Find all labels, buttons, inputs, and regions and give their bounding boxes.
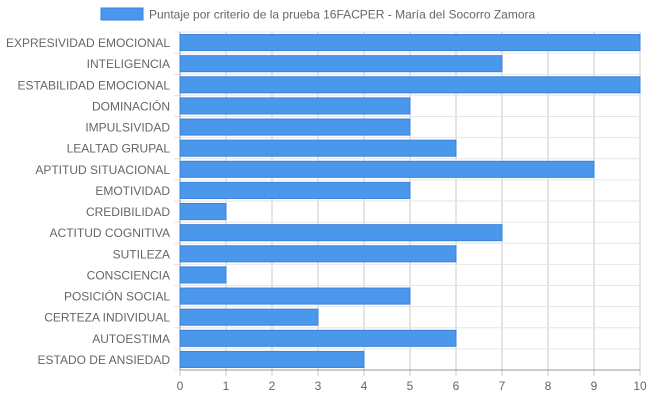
- x-tick-label: 5: [407, 379, 414, 393]
- x-tick-label: 3: [315, 379, 322, 393]
- legend-swatch[interactable]: [100, 7, 144, 21]
- x-tick-label: 9: [591, 379, 598, 393]
- bar[interactable]: [179, 118, 411, 136]
- x-axis-labels: 0 1 2 3 4 5 6 7 8 9 10: [177, 379, 647, 393]
- y-tick-label: DOMINACIÓN: [92, 98, 170, 113]
- bar[interactable]: [179, 329, 457, 347]
- bar[interactable]: [179, 224, 503, 242]
- y-tick-label: APTITUD SITUACIONAL: [35, 163, 170, 177]
- bar[interactable]: [179, 139, 457, 157]
- bar[interactable]: [179, 160, 595, 178]
- x-tick-label: 7: [499, 379, 506, 393]
- y-tick-label: IMPULSIVIDAD: [85, 121, 170, 135]
- bar[interactable]: [179, 76, 641, 94]
- y-tick-label: LEALTAD GRUPAL: [67, 142, 171, 156]
- x-tick-label: 2: [269, 379, 276, 393]
- x-tick-label: 6: [453, 379, 460, 393]
- y-tick-label: EXPRESIVIDAD EMOCIONAL: [6, 36, 170, 50]
- x-tick-label: 8: [545, 379, 552, 393]
- legend-label[interactable]: Puntaje por criterio de la prueba 16FACP…: [149, 8, 536, 22]
- bars: [179, 34, 641, 368]
- bar[interactable]: [179, 34, 641, 52]
- y-tick-label: ESTABILIDAD EMOCIONAL: [18, 78, 171, 92]
- x-tick-label: 4: [361, 379, 368, 393]
- bar[interactable]: [179, 245, 457, 263]
- bar[interactable]: [179, 97, 411, 115]
- bar[interactable]: [179, 308, 319, 326]
- y-tick-label: POSICIÓN SOCIAL: [64, 289, 170, 304]
- legend[interactable]: Puntaje por criterio de la prueba 16FACP…: [100, 7, 536, 22]
- y-tick-label: CREDIBILIDAD: [86, 205, 170, 219]
- y-tick-label: ACTITUD COGNITIVA: [50, 226, 170, 240]
- bar[interactable]: [179, 287, 411, 305]
- y-tick-label: EMOTIVIDAD: [95, 184, 170, 198]
- y-tick-label: SUTILEZA: [113, 247, 170, 261]
- y-tick-label: INTELIGENCIA: [87, 57, 170, 71]
- bar[interactable]: [179, 350, 365, 368]
- bar[interactable]: [179, 55, 503, 73]
- x-tick-label: 0: [177, 379, 184, 393]
- x-tick-label: 10: [633, 379, 647, 393]
- bar[interactable]: [179, 266, 227, 284]
- y-tick-label: AUTOESTIMA: [92, 332, 170, 346]
- bar[interactable]: [179, 181, 411, 199]
- bar[interactable]: [179, 203, 227, 221]
- y-tick-label: CERTEZA INDIVIDUAL: [44, 311, 170, 325]
- y-tick-label: ESTADO DE ANSIEDAD: [38, 353, 171, 367]
- y-tick-label: CONSCIENCIA: [87, 268, 170, 282]
- x-tick-label: 1: [223, 379, 230, 393]
- y-axis-labels: EXPRESIVIDAD EMOCIONAL INTELIGENCIA ESTABI…: [6, 36, 170, 367]
